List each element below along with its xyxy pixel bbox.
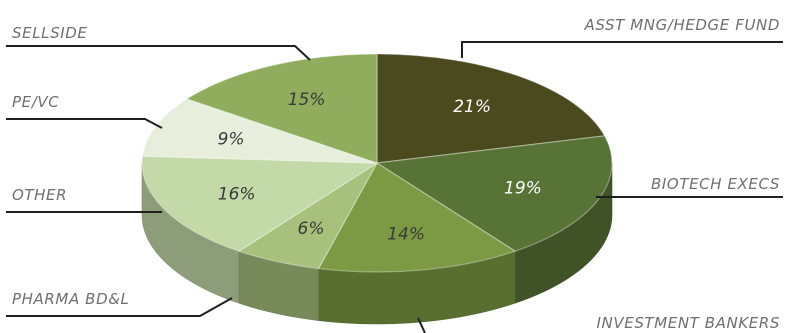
pie-slice [376,53,606,164]
leader-lines [6,41,783,333]
slice-value-label: 6% [298,219,325,239]
pie-slices [141,53,613,273]
leader-line [417,317,426,333]
slice-value-label: 19% [504,178,542,198]
pie-slice [375,135,613,252]
slice-value-label: 15% [288,90,326,110]
slice-value-label: 16% [218,185,256,205]
pie-slice [141,155,379,252]
pie-slice [185,53,378,164]
slice-category-label: INVESTMENT BANKERS [597,314,780,332]
slice-category-label: SELLSIDE [12,24,88,42]
value-labels: 21% 19% 14% 6% 16% 9% 15% [218,90,542,245]
leader-line [6,297,233,317]
leader-line [6,45,311,61]
slice-category-label: PHARMA BD&L [12,290,129,308]
slice-category-label: ASST MNG/HEDGE FUND [584,16,781,34]
leader-line [6,118,163,129]
slice-category-label: OTHER [12,186,67,204]
category-labels: ASST MNG/HEDGE FUND BIOTECH EXECS INVESTME… [12,16,781,332]
slice-value-label: 9% [218,130,245,150]
slice-category-label: PE/VC [12,93,59,111]
leader-line [461,41,783,58]
pie-slice [317,162,517,273]
pie-slice [237,162,378,270]
slice-value-label: 14% [387,225,425,245]
pie-depth [141,162,613,325]
slice-value-label: 21% [453,97,491,117]
pie-slice [141,98,378,164]
slice-category-label: BIOTECH EXECS [651,175,780,193]
